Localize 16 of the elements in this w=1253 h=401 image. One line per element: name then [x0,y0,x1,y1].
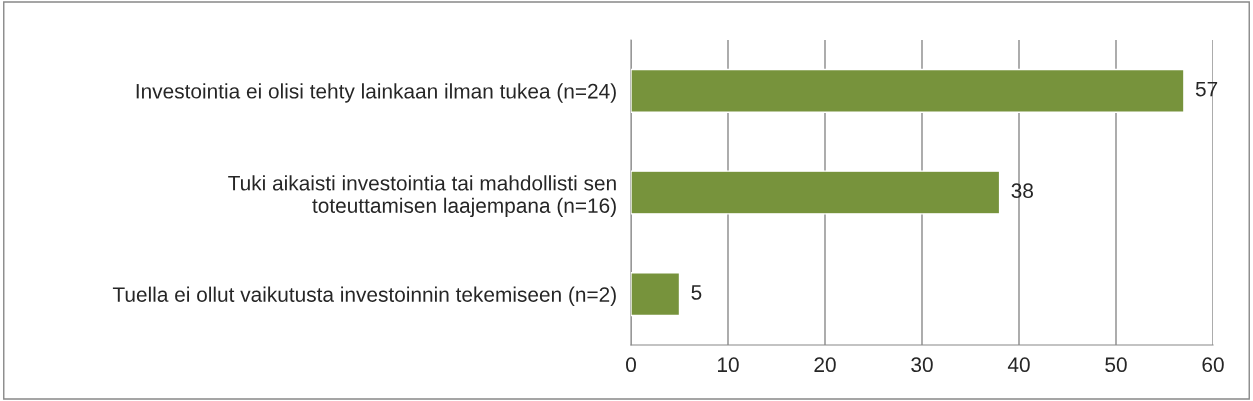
bar [631,272,681,317]
x-tick-label: 0 [626,357,636,373]
bar [631,68,1185,113]
data-label: 38 [1011,183,1033,199]
data-label: 5 [691,285,702,300]
x-tick-label: 50 [1105,357,1127,373]
y-tick-label: Tuki aikaisti investointia tai mahdollisti sen toteuttamisen laajempana (n=16) [228,175,616,218]
x-tick-label: 40 [1007,357,1030,373]
bar [631,170,1001,215]
y-tick-label: Investointia ei olisi tehty lainkaan ilman tukea (n=24) [136,83,616,103]
x-tick-label: 20 [814,357,836,373]
x-tick-label: 10 [718,357,739,373]
y-tick-label: Tuella ei ollut vaikutusta investoinnin tekemiseen (n=2) [112,286,616,307]
data-label: 57 [1195,81,1218,97]
x-tick-label: 30 [911,357,933,373]
x-tick-label: 60 [1202,357,1224,373]
